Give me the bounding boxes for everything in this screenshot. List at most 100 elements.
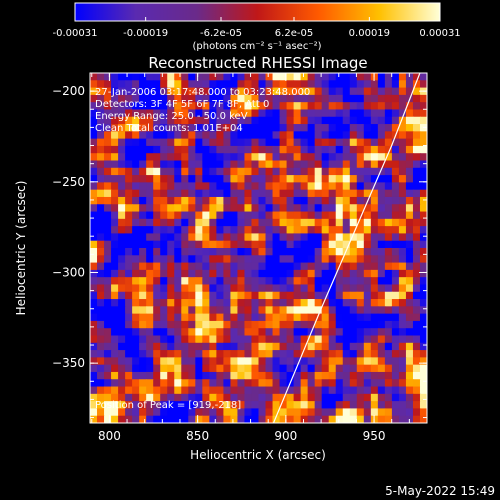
- heatmap-cell: [181, 204, 189, 213]
- heatmap-cell: [139, 335, 147, 344]
- heatmap-cell: [244, 248, 253, 256]
- heatmap-cell: [104, 262, 112, 271]
- heatmap-cell: [342, 320, 351, 329]
- heatmap-cell: [111, 291, 119, 300]
- heatmap-cell: [97, 189, 105, 198]
- heatmap-cell: [335, 350, 344, 358]
- heatmap-cell: [286, 415, 295, 423]
- heatmap-cell: [258, 102, 267, 111]
- heatmap-cell: [419, 196, 427, 205]
- heatmap-cell: [321, 94, 330, 103]
- heatmap-cell: [174, 196, 182, 205]
- heatmap-cell: [258, 94, 267, 103]
- heatmap-cell: [293, 153, 302, 162]
- heatmap-cell: [223, 116, 232, 125]
- heatmap-cell: [258, 240, 267, 249]
- heatmap-cell: [188, 386, 196, 395]
- heatmap-cell: [286, 211, 295, 220]
- heatmap-cell: [167, 408, 175, 417]
- heatmap-cell: [321, 277, 330, 286]
- heatmap-cell: [377, 153, 386, 162]
- heatmap-cell: [398, 371, 407, 380]
- heatmap-cell: [167, 401, 175, 410]
- heatmap-cell: [104, 145, 112, 154]
- heatmap-cell: [279, 124, 288, 132]
- heatmap-cell: [160, 262, 168, 271]
- heatmap-cell: [377, 328, 386, 337]
- heatmap-cell: [90, 175, 98, 183]
- heatmap-cell: [335, 226, 344, 235]
- heatmap-cell: [195, 248, 203, 256]
- heatmap-cell: [335, 145, 344, 154]
- heatmap-cell: [293, 277, 302, 286]
- heatmap-cell: [181, 167, 189, 176]
- heatmap-cell: [216, 313, 224, 322]
- heatmap-cell: [195, 138, 203, 147]
- heatmap-cell: [279, 371, 288, 380]
- heatmap-cell: [272, 408, 281, 417]
- heatmap-cell: [363, 233, 372, 242]
- heatmap-cell: [230, 401, 239, 410]
- heatmap-cell: [272, 342, 281, 351]
- heatmap-cell: [104, 299, 112, 307]
- heatmap-cell: [230, 364, 239, 373]
- heatmap-cell: [307, 226, 316, 235]
- heatmap-cell: [293, 248, 302, 256]
- heatmap-cell: [244, 371, 253, 380]
- heatmap-cell: [251, 313, 260, 322]
- heatmap-cell: [300, 94, 309, 103]
- heatmap-cell: [286, 371, 295, 380]
- heatmap-cell: [139, 248, 147, 256]
- heatmap-cell: [370, 211, 379, 220]
- heatmap-cell: [286, 138, 295, 147]
- heatmap-cell: [321, 204, 330, 213]
- heatmap-cell: [97, 342, 105, 351]
- heatmap-cell: [286, 80, 295, 89]
- heatmap-cell: [251, 401, 260, 410]
- heatmap-cell: [174, 277, 182, 286]
- heatmap-cell: [391, 218, 400, 227]
- heatmap-cell: [90, 189, 98, 198]
- heatmap-cell: [265, 226, 274, 235]
- heatmap-cell: [412, 255, 421, 264]
- heatmap-cell: [195, 131, 203, 140]
- heatmap-cell: [272, 284, 281, 293]
- y-axis-ticks: −200−250−300−350: [52, 72, 427, 419]
- heatmap-cell: [97, 124, 105, 132]
- heatmap-cell: [125, 116, 133, 125]
- heatmap-cell: [342, 211, 351, 220]
- heatmap-cell: [328, 73, 337, 81]
- heatmap-cell: [335, 357, 344, 366]
- heatmap-cell: [307, 167, 316, 176]
- heatmap-cell: [111, 131, 119, 140]
- heatmap-cell: [202, 255, 210, 264]
- heatmap-cell: [293, 109, 302, 118]
- heatmap-cell: [293, 393, 302, 402]
- heatmap-cell: [321, 175, 330, 183]
- heatmap-cell: [160, 94, 168, 103]
- heatmap-cell: [363, 371, 372, 380]
- heatmap-cell: [370, 196, 379, 205]
- heatmap-cell: [412, 357, 421, 366]
- heatmap-cell: [342, 306, 351, 315]
- heatmap-cell: [363, 401, 372, 410]
- heatmap-cell: [321, 131, 330, 140]
- heatmap-cell: [181, 153, 189, 162]
- heatmap-cell: [153, 80, 161, 89]
- heatmap-cell: [377, 218, 386, 227]
- heatmap-cell: [419, 240, 427, 249]
- heatmap-cell: [202, 218, 210, 227]
- heatmap-cell: [167, 415, 175, 423]
- heatmap-cell: [223, 233, 232, 242]
- heatmap-cell: [104, 313, 112, 322]
- heatmap-cell: [167, 153, 175, 162]
- heatmap-cell: [356, 401, 365, 410]
- heatmap-cell: [244, 255, 253, 264]
- heatmap-cell: [405, 182, 414, 191]
- heatmap-cell: [209, 116, 217, 125]
- heatmap-cell: [391, 204, 400, 213]
- heatmap-cell: [216, 379, 224, 388]
- heatmap-cell: [419, 109, 427, 118]
- heatmap-cell: [342, 218, 351, 227]
- heatmap-cell: [244, 204, 253, 213]
